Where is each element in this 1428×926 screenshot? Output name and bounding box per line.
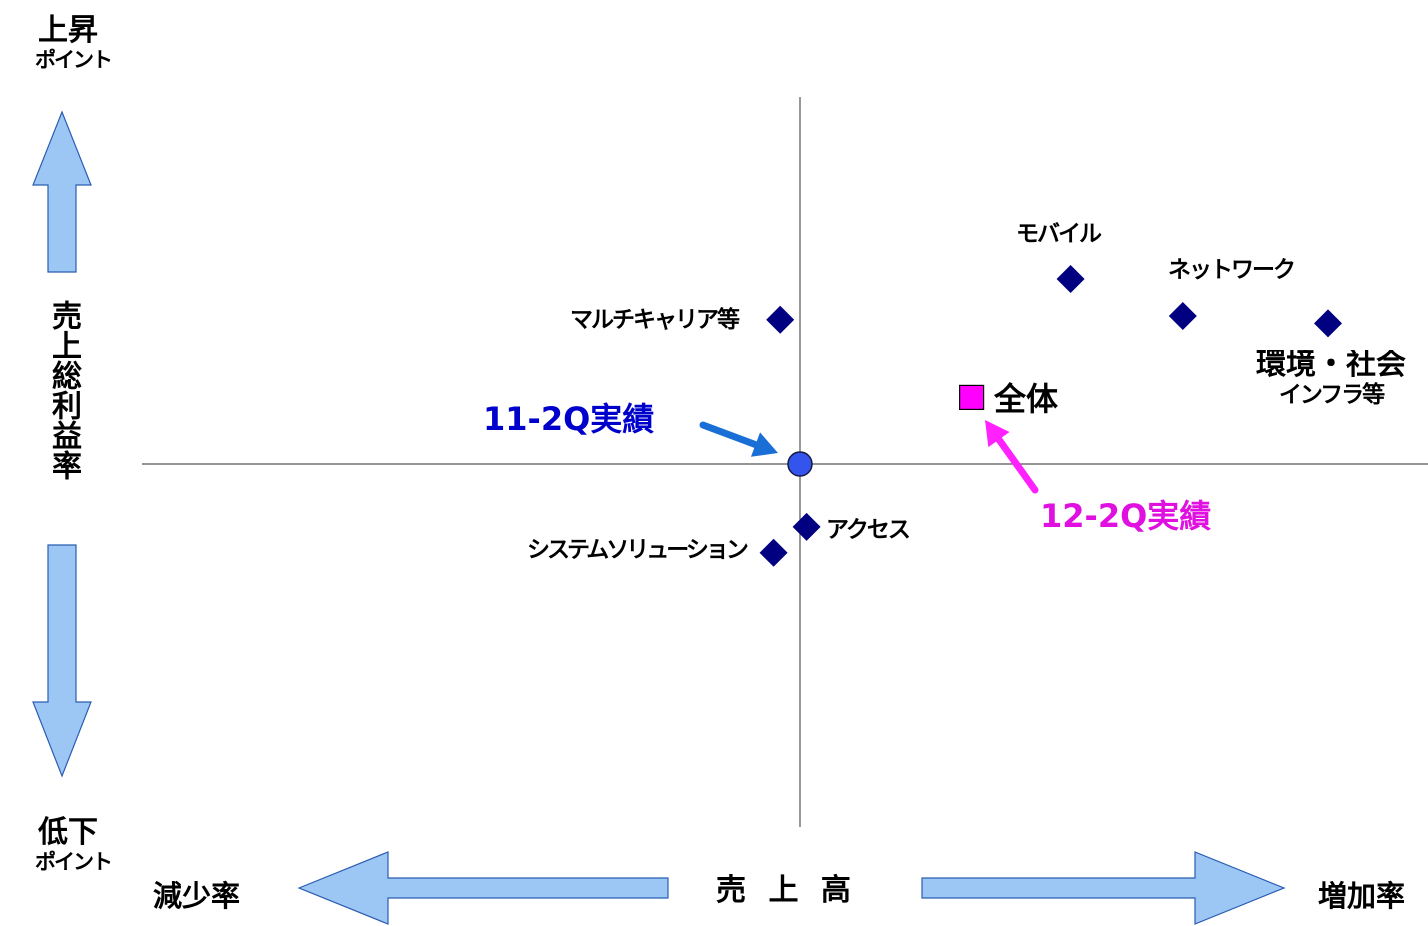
callout-arrows [699, 420, 1039, 494]
y-top-label-line2: ポイント [35, 48, 113, 72]
diamond-point-system-solution [759, 538, 788, 567]
y-bottom-label-line2: ポイント [35, 850, 113, 874]
baseline-point [787, 451, 813, 477]
point-label-multicarrier: マルチキャリア等 [570, 307, 740, 333]
y-bottom-label-line1: 低下 [38, 815, 98, 850]
crosshair-lines [142, 97, 1428, 827]
y-down-arrow [32, 544, 92, 778]
baseline-annotation: 11-2Q実績 [483, 400, 655, 438]
diamond-point-mobile [1056, 265, 1085, 293]
y-top-label-line1: 上昇 [38, 13, 98, 48]
point-label-infra-part2: インフラ等 [1278, 382, 1385, 407]
y-axis-bottom-label: 低下 ポイント [35, 815, 113, 874]
x-axis-right-label: 増加率 [1318, 879, 1406, 913]
diamond-point-access [792, 512, 821, 541]
baseline-callout-arrow-head [750, 432, 778, 457]
current-annotation: 12-2Q実績 [1040, 497, 1212, 535]
baseline-callout-arrow [699, 421, 778, 457]
diamond-point-multicarrier [766, 305, 795, 334]
diamond-point-infra [1314, 309, 1342, 338]
x-axis-title: 売 上 高 [716, 873, 857, 908]
y-axis-title: 売上総利益率 [46, 300, 81, 480]
current-callout-arrow-head [985, 420, 1010, 448]
diamond-point-network [1168, 302, 1197, 330]
y-axis-top-label: 上昇 ポイント [35, 13, 113, 72]
point-label-system-solution: システムソリューション [527, 537, 749, 563]
point-label-total: 全体 [994, 380, 1059, 418]
current-callout-arrow-shaft [995, 436, 1039, 494]
point-label-infra-part1: 環境・社会 [1256, 350, 1406, 382]
point-label-access: アクセス [826, 517, 911, 543]
x-left-arrow [297, 851, 669, 925]
point-label-infra: 環境・社会 インフラ等 [1240, 350, 1422, 407]
x-axis-left-label: 減少率 [153, 879, 241, 913]
data-marks [759, 265, 1342, 567]
axis-arrows [32, 110, 1286, 925]
point-label-infra-line1: 環境・社会 インフラ等 [1240, 350, 1422, 407]
baseline-callout-arrow-shaft [699, 421, 760, 449]
point-label-network: ネットワーク [1168, 257, 1296, 283]
x-right-arrow [921, 851, 1286, 925]
point-label-mobile: モバイル [1016, 221, 1102, 247]
current-callout-arrow [985, 420, 1039, 494]
y-up-arrow [32, 110, 92, 273]
square-point-total [958, 384, 985, 410]
